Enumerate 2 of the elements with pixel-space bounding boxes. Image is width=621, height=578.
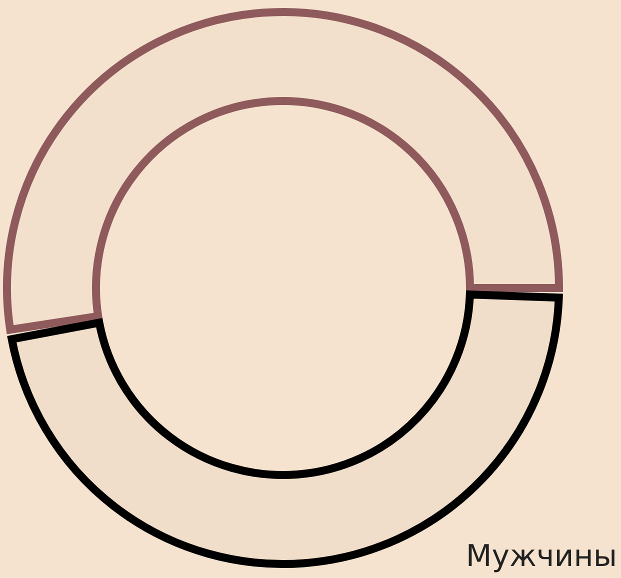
slice-label: Мужчины <box>466 539 617 574</box>
donut-slice <box>3 8 563 334</box>
